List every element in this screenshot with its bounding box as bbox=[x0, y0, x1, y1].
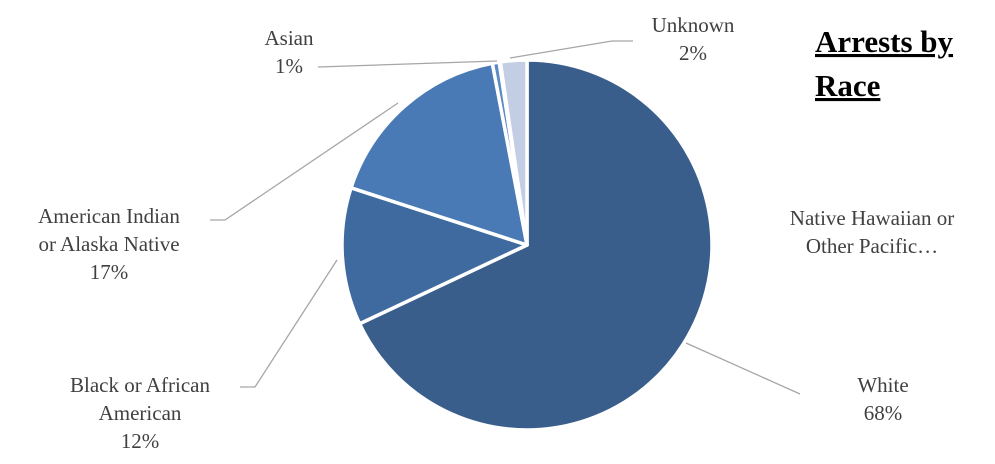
pie-slices bbox=[340, 58, 714, 432]
leader-line-american-indian-or-alaska-native bbox=[210, 102, 399, 221]
chart-title-line-1: Arrests by bbox=[815, 24, 954, 59]
leader-line-white bbox=[685, 342, 801, 395]
label-unknown: Unknown 2% bbox=[652, 13, 735, 65]
label-asian: Asian 1% bbox=[265, 26, 314, 78]
leader-line-black-or-african-american bbox=[240, 259, 338, 388]
pie-slice-american-indian-or-alaska-native bbox=[349, 61, 529, 247]
label-leader-lines bbox=[210, 40, 801, 395]
chart-title: Arrests by Race bbox=[815, 24, 954, 103]
pie-slice-black-or-african-american bbox=[340, 186, 529, 326]
label-american-indian-or-alaska-native: American Indian or Alaska Native 17% bbox=[38, 204, 180, 284]
slice-labels: White 68% Black or African American 12% Ameri… bbox=[38, 13, 954, 453]
pie-slice-unknown bbox=[498, 58, 529, 247]
chart-title-line-2: Race bbox=[815, 68, 880, 103]
label-native-hawaiian-or-other-pacific: Native Hawaiian or Other Pacific… bbox=[790, 206, 954, 258]
leader-line-unknown bbox=[509, 40, 633, 59]
label-black-or-african-american: Black or African American 12% bbox=[70, 373, 210, 453]
label-white: White 68% bbox=[857, 373, 908, 425]
pie-slice-white bbox=[357, 58, 714, 432]
leader-line-asian bbox=[317, 60, 498, 68]
